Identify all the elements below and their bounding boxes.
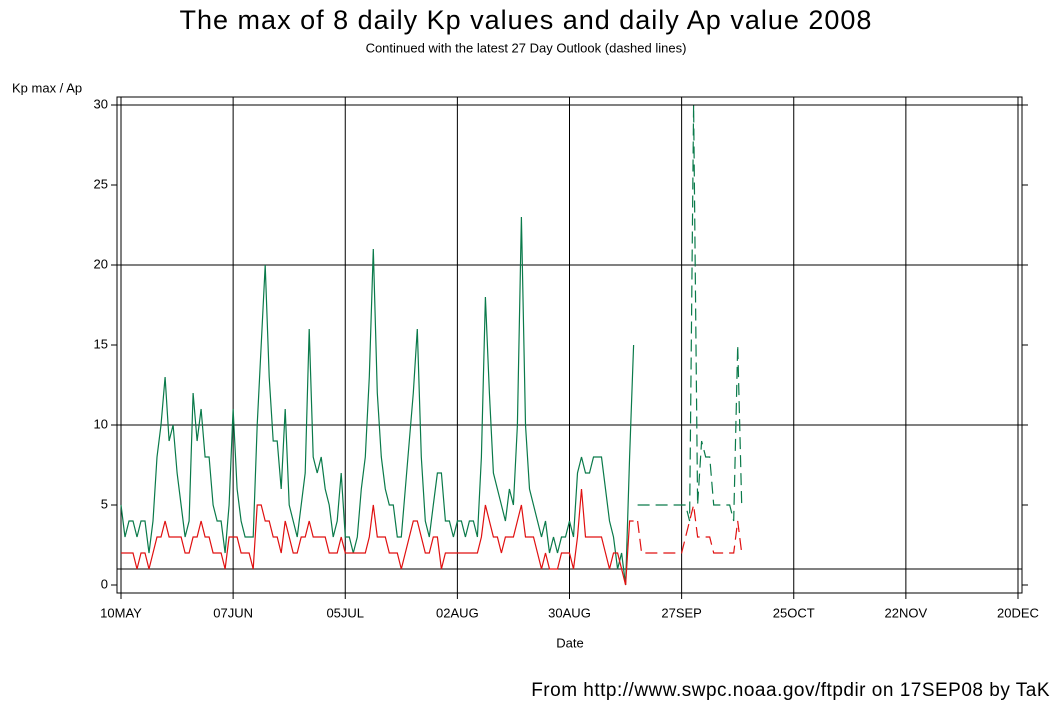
x-axis-label: Date: [556, 635, 583, 650]
x-tick-label: 02AUG: [436, 605, 479, 620]
y-tick-label: 25: [94, 176, 108, 191]
x-tick-label: 30AUG: [548, 605, 591, 620]
x-tick-label: 10MAY: [100, 605, 142, 620]
y-tick-label: 0: [101, 576, 108, 591]
chart-subtitle: Continued with the latest 27 Day Outlook…: [366, 40, 687, 55]
x-tick-label: 25OCT: [773, 605, 815, 620]
x-tick-label: 20DEC: [997, 605, 1039, 620]
y-axis-label: Kp max / Ap: [12, 80, 82, 95]
y-tick-label: 30: [94, 96, 108, 111]
y-tick-label: 20: [94, 256, 108, 271]
x-tick-label: 05JUL: [326, 605, 364, 620]
y-tick-label: 10: [94, 416, 108, 431]
footer: From http://www.swpc.noaa.gov/ftpdir on …: [531, 680, 1050, 701]
x-tick-label: 27SEP: [661, 605, 701, 620]
y-tick-label: 5: [101, 496, 108, 511]
series-line: [637, 504, 743, 554]
chart-title: The max of 8 daily Kp values and daily A…: [180, 5, 873, 35]
x-tick-label: 22NOV: [885, 605, 928, 620]
series-line: [121, 488, 634, 586]
series-line: [120, 216, 635, 586]
x-tick-label: 07JUN: [213, 605, 253, 620]
series-line: [637, 104, 743, 522]
y-tick-label: 15: [94, 336, 108, 351]
